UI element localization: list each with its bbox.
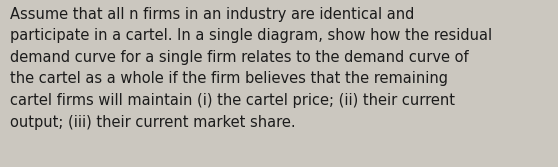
Text: Assume that all n firms in an industry are identical and
participate in a cartel: Assume that all n firms in an industry a… (10, 7, 492, 130)
